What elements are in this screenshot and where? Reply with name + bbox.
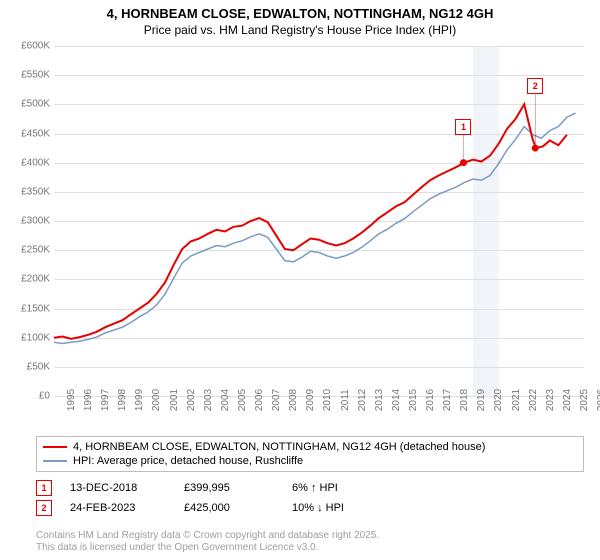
- series-line: [54, 104, 567, 338]
- legend-item: 4, HORNBEAM CLOSE, EDWALTON, NOTTINGHAM,…: [43, 440, 577, 454]
- sale-event-row: 2 24-FEB-2023 £425,000 10% ↓ HPI: [36, 498, 344, 518]
- y-axis-label: £400K: [21, 157, 50, 168]
- chart-legend: 4, HORNBEAM CLOSE, EDWALTON, NOTTINGHAM,…: [36, 436, 584, 472]
- y-axis-label: £500K: [21, 99, 50, 110]
- sale-event-price: £425,000: [184, 502, 274, 514]
- sale-event-row: 1 13-DEC-2018 £399,995 6% ↑ HPI: [36, 478, 344, 498]
- legend-label: 4, HORNBEAM CLOSE, EDWALTON, NOTTINGHAM,…: [73, 441, 485, 453]
- y-axis-label: £300K: [21, 216, 50, 227]
- y-axis-label: £50K: [27, 361, 50, 372]
- sale-marker-line: [535, 94, 536, 144]
- y-axis-label: £150K: [21, 303, 50, 314]
- sale-events-table: 1 13-DEC-2018 £399,995 6% ↑ HPI 2 24-FEB-2023…: [36, 478, 344, 518]
- chart-title: 4, HORNBEAM CLOSE, EDWALTON, NOTTINGHAM,…: [0, 0, 600, 23]
- attribution-footer: Contains HM Land Registry data © Crown c…: [36, 530, 379, 554]
- y-axis-label: £0: [39, 391, 50, 402]
- sale-marker-box: 2: [527, 78, 543, 94]
- sale-event-price: £399,995: [184, 482, 274, 494]
- footer-line: This data is licensed under the Open Gov…: [36, 542, 379, 554]
- sale-event-delta: 6% ↑ HPI: [292, 482, 338, 494]
- legend-swatch: [43, 460, 67, 462]
- sale-marker-box: 1: [455, 119, 471, 135]
- line-chart-svg: [54, 46, 584, 396]
- sale-dot: [460, 159, 467, 166]
- sale-event-delta: 10% ↓ HPI: [292, 502, 344, 514]
- y-axis-label: £550K: [21, 70, 50, 81]
- legend-swatch: [43, 446, 67, 448]
- sale-event-date: 24-FEB-2023: [70, 502, 166, 514]
- y-axis-label: £250K: [21, 245, 50, 256]
- sale-event-marker: 2: [36, 500, 52, 516]
- chart-plot-area: 12 £0£50K£100K£150K£200K£250K£300K£350K£…: [54, 46, 584, 396]
- legend-label: HPI: Average price, detached house, Rush…: [73, 455, 303, 467]
- y-axis-label: £350K: [21, 186, 50, 197]
- footer-line: Contains HM Land Registry data © Crown c…: [36, 530, 379, 542]
- y-axis-label: £600K: [21, 41, 50, 52]
- legend-item: HPI: Average price, detached house, Rush…: [43, 454, 577, 468]
- x-axis-label: 2026: [584, 389, 600, 411]
- y-axis-label: £100K: [21, 332, 50, 343]
- y-axis-label: £200K: [21, 274, 50, 285]
- series-line: [54, 113, 576, 343]
- sale-marker-line: [463, 135, 464, 159]
- sale-event-marker: 1: [36, 480, 52, 496]
- y-axis-label: £450K: [21, 128, 50, 139]
- sale-event-date: 13-DEC-2018: [70, 482, 166, 494]
- chart-subtitle: Price paid vs. HM Land Registry's House …: [0, 23, 600, 41]
- sale-dot: [532, 145, 539, 152]
